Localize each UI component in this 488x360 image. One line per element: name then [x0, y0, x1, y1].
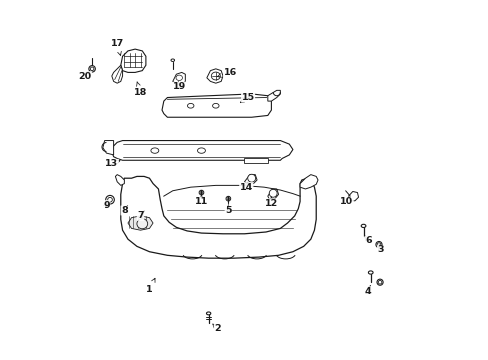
Ellipse shape	[199, 190, 203, 195]
Polygon shape	[162, 94, 271, 117]
Ellipse shape	[247, 174, 255, 182]
Polygon shape	[348, 192, 358, 201]
Text: 8: 8	[121, 206, 127, 215]
Ellipse shape	[90, 67, 94, 71]
Ellipse shape	[197, 148, 205, 153]
Ellipse shape	[123, 202, 129, 207]
Bar	[244, 158, 267, 163]
Polygon shape	[115, 175, 124, 185]
Text: 20: 20	[78, 71, 91, 81]
Text: 11: 11	[194, 195, 208, 206]
Polygon shape	[128, 216, 153, 230]
Text: 19: 19	[173, 82, 186, 91]
Polygon shape	[121, 176, 316, 258]
Ellipse shape	[89, 66, 95, 72]
Ellipse shape	[107, 197, 112, 202]
Text: 2: 2	[212, 324, 221, 333]
Ellipse shape	[375, 242, 381, 248]
Text: 15: 15	[240, 93, 254, 103]
Text: 14: 14	[239, 182, 252, 192]
Ellipse shape	[269, 189, 277, 197]
Text: 12: 12	[264, 197, 278, 208]
Polygon shape	[206, 69, 223, 83]
Text: 10: 10	[340, 197, 352, 206]
Ellipse shape	[176, 75, 182, 81]
Ellipse shape	[211, 72, 220, 80]
Ellipse shape	[376, 279, 382, 285]
Ellipse shape	[151, 148, 159, 153]
Polygon shape	[267, 189, 278, 200]
Polygon shape	[300, 175, 317, 189]
Ellipse shape	[212, 103, 219, 108]
Text: 4: 4	[364, 285, 371, 296]
Ellipse shape	[124, 203, 127, 206]
Polygon shape	[102, 140, 113, 155]
Ellipse shape	[200, 191, 203, 194]
Polygon shape	[244, 175, 257, 184]
Text: 13: 13	[105, 159, 120, 168]
Ellipse shape	[376, 243, 380, 246]
Polygon shape	[144, 203, 152, 212]
Polygon shape	[172, 72, 185, 85]
Ellipse shape	[361, 224, 365, 228]
Polygon shape	[121, 49, 145, 72]
Text: 3: 3	[377, 245, 383, 255]
Text: 9: 9	[103, 201, 109, 210]
Polygon shape	[112, 65, 122, 83]
Ellipse shape	[105, 195, 114, 204]
Text: 17: 17	[110, 39, 123, 55]
Text: 1: 1	[146, 278, 155, 294]
Text: 16: 16	[217, 68, 236, 77]
Ellipse shape	[187, 103, 194, 108]
Ellipse shape	[378, 280, 381, 284]
Polygon shape	[267, 90, 280, 101]
Ellipse shape	[225, 196, 230, 201]
Text: 7: 7	[137, 211, 144, 220]
Text: 18: 18	[134, 82, 147, 96]
Ellipse shape	[137, 219, 147, 229]
Ellipse shape	[171, 59, 174, 62]
Text: 5: 5	[224, 205, 231, 215]
Ellipse shape	[367, 271, 372, 274]
Text: 6: 6	[364, 236, 371, 246]
Polygon shape	[112, 140, 292, 160]
Ellipse shape	[226, 197, 229, 200]
Ellipse shape	[206, 312, 210, 315]
